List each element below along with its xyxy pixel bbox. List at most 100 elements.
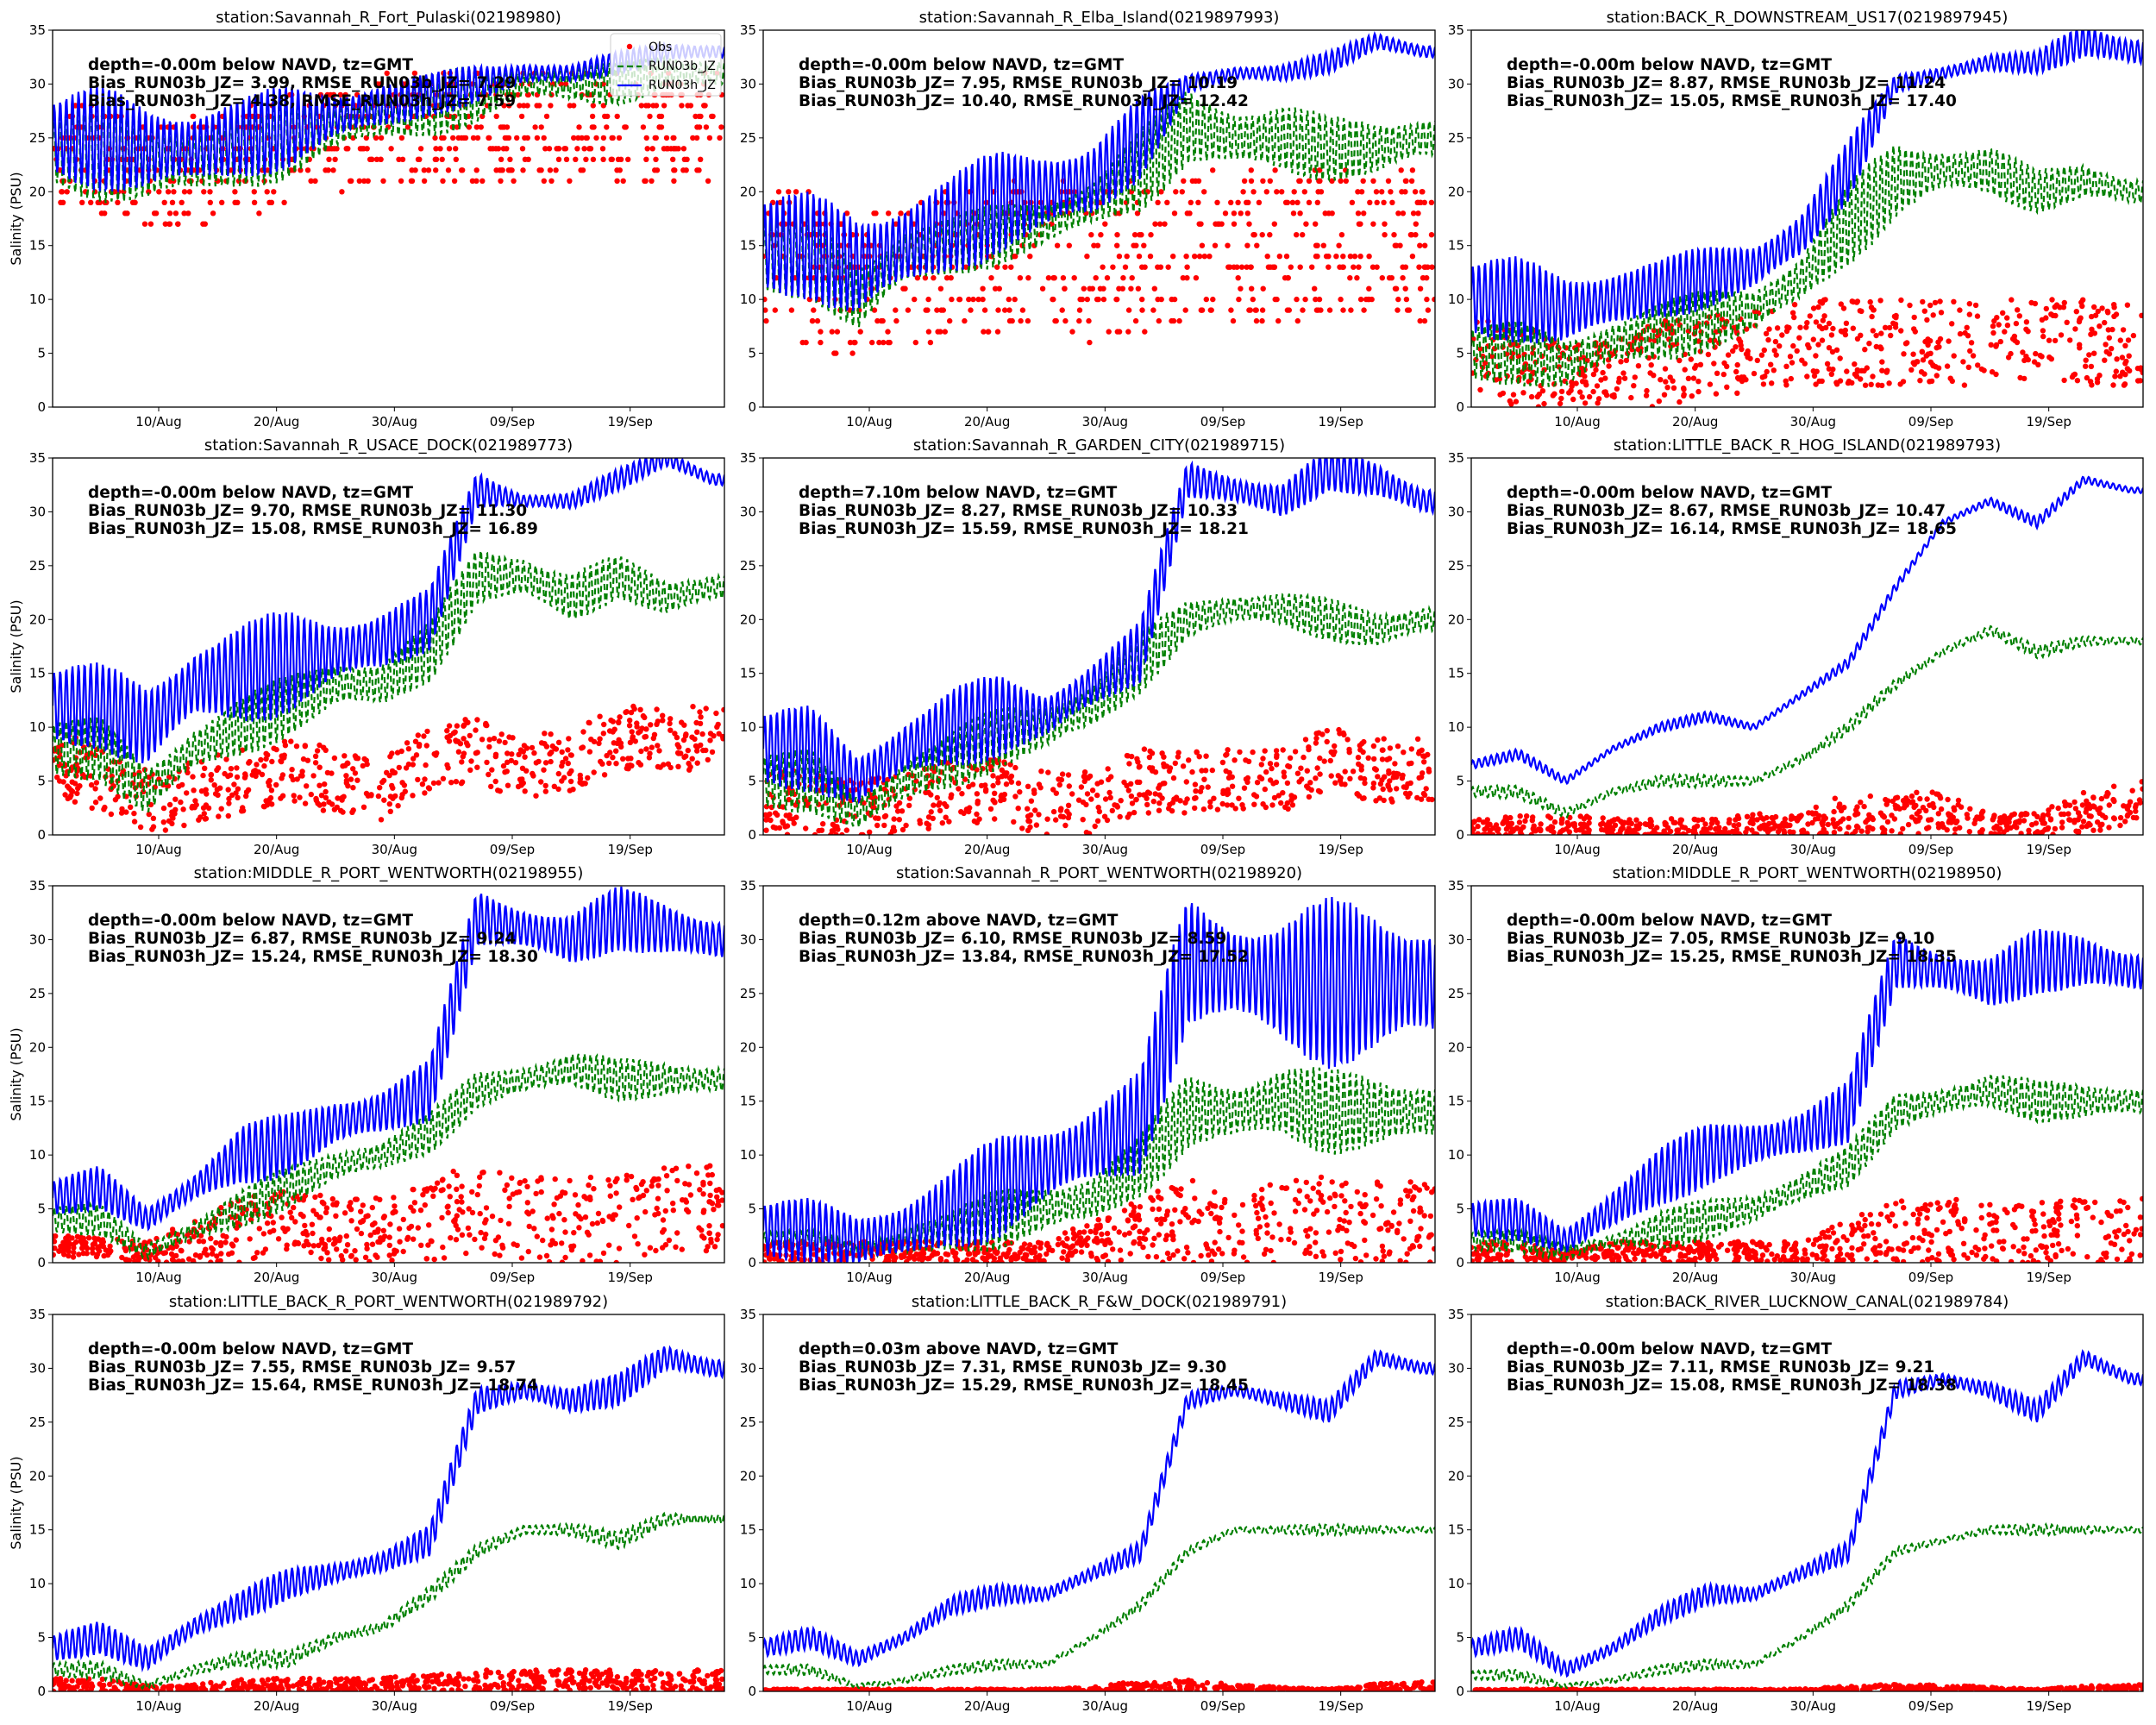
obs-point [192,1252,199,1258]
obs-point [1125,329,1131,335]
obs-point [211,782,217,788]
obs-point [1026,819,1033,825]
run03b-line [1471,624,2143,819]
obs-point [208,772,214,778]
obs-point [1571,823,1578,829]
obs-point [2073,309,2079,315]
obs-point [342,1248,349,1254]
y-tick-label: 5 [1456,346,1464,361]
obs-point [1183,779,1190,785]
obs-point [242,771,248,777]
obs-point [2091,304,2097,310]
obs-point [714,724,720,731]
obs-point [1582,373,1588,380]
obs-point [208,777,214,783]
obs-point [506,1203,512,1210]
obs-point [2060,304,2067,310]
obs-point [1100,264,1106,270]
obs-point [663,1173,670,1179]
obs-point [331,806,338,812]
obs-point [1240,189,1246,195]
obs-point [598,758,604,765]
obs-point [1360,178,1366,184]
obs-point [1134,779,1141,785]
obs-point [606,1242,612,1248]
obs-point [350,807,356,813]
y-tick-label: 20 [740,612,756,627]
plot-area [1471,30,2143,407]
obs-point [1791,302,1798,308]
obs-point [400,1248,406,1255]
obs-point [660,1217,667,1223]
obs-point [1417,242,1423,248]
obs-point [682,732,689,739]
obs-point [499,124,505,130]
obs-point [1079,296,1086,303]
obs-point [934,307,940,313]
obs-point [380,178,386,184]
obs-point [925,296,931,303]
obs-point [542,788,548,794]
obs-point [461,723,467,729]
obs-point [991,799,998,805]
obs-point [542,760,549,766]
obs-point [575,1201,581,1208]
obs-point [942,329,949,335]
obs-point [2058,332,2065,338]
obs-point [1084,296,1091,303]
obs-point [343,146,349,152]
obs-point [694,124,700,130]
obs-point [1914,811,1920,817]
obs-point [245,787,252,793]
obs-point [445,1209,451,1216]
obs-point [1771,348,1777,354]
obs-point [1739,346,1745,353]
obs-point [1520,390,1526,396]
obs-point [247,1236,253,1242]
obs-point [1109,807,1116,814]
obs-point [1764,825,1771,831]
obs-point [1908,367,1915,373]
obs-point [1898,328,1904,334]
obs-point [520,167,526,173]
obs-point [1196,254,1203,260]
obs-point [1006,317,1013,324]
obs-point [225,787,231,793]
obs-point [1267,232,1273,238]
obs-point [496,738,503,744]
obs-point [454,1172,461,1179]
obs-point [706,1223,712,1229]
obs-point [1288,797,1294,803]
obs-point [1879,812,1886,819]
obs-point [998,797,1004,804]
obs-point [2113,311,2120,317]
obs-point [1402,285,1408,292]
obs-point [455,135,461,141]
obs-point [1854,824,1860,830]
obs-point [1477,386,1483,393]
obs-point [1313,242,1319,248]
obs-point [326,1226,332,1233]
obs-point [1878,346,1884,352]
obs-point [303,1228,309,1235]
obs-point [640,124,647,130]
obs-point [312,1194,318,1201]
obs-point [404,124,411,130]
obs-point [1583,382,1589,388]
obs-point [768,817,774,824]
obs-point [715,1232,721,1238]
obs-point [986,329,992,335]
obs-point [171,1253,177,1259]
obs-point [649,1182,655,1189]
obs-point [2071,819,2078,825]
obs-point [873,815,879,821]
y-tick-label: 20 [29,1039,46,1055]
obs-point [1839,329,1846,335]
obs-point [586,719,592,726]
obs-point [635,1241,641,1247]
obs-point [1996,322,2002,328]
obs-point [458,781,465,787]
obs-point [1489,353,1495,360]
